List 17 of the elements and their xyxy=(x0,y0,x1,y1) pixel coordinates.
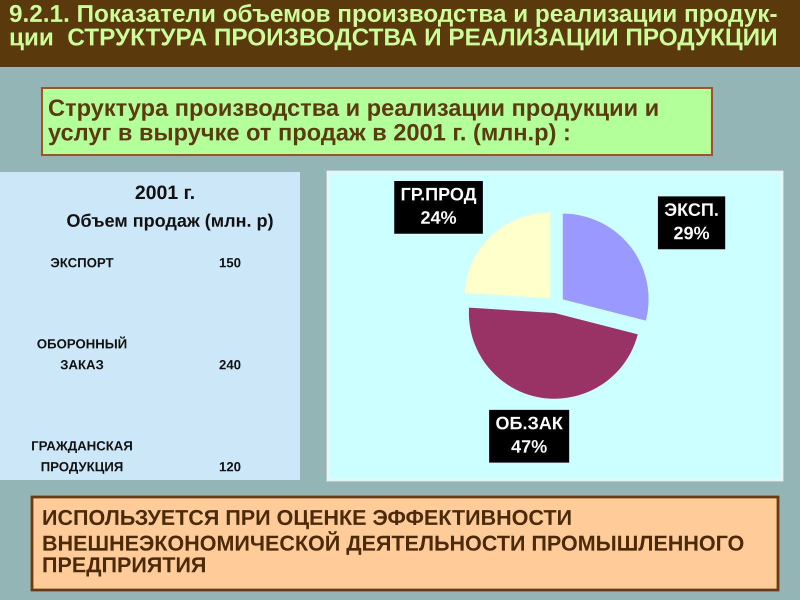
chart-subtitle: Структура производства и реализации продукции и услуг в выручке от продаж в 2001 г. (млн.р) : xyxy=(48,99,658,146)
chart-title: 9.2.1. Показатели объемов производства и реализации продук- ции СТРУКТУРА ПРОИЗВОДСТВА И РЕАЛИЗАЦИИ ПРОДУКЦИИ xyxy=(10,4,777,50)
text: 240 xyxy=(219,360,240,370)
text: 150 xyxy=(220,258,240,268)
text: 120 xyxy=(220,462,240,472)
data-label: 29% xyxy=(674,226,710,240)
text: ЭКСПОРТ xyxy=(50,258,114,268)
text: ГРАЖДАНСКАЯ ПРОДУКЦИЯ xyxy=(32,441,132,474)
text: 2001 г. xyxy=(136,185,194,200)
text: Объем продаж (млн. р) xyxy=(67,214,273,230)
slice-label: ГР.ПРОД xyxy=(402,188,476,204)
slice-label: ОБ.ЗАК xyxy=(496,416,563,430)
text: ИСПОЛЬЗУЕТСЯ ПРИ ОЦЕНКЕ ЭФФЕКТИВНОСТИ ВНЕШНЕЭКОНОМИЧЕСКОЙ ДЕЯТЕЛЬНОСТИ ПРОМЫШЛЕННОГО ПРЕДПРИЯТИЯ xyxy=(43,510,744,577)
slice-label: ЭКСП. xyxy=(664,203,718,216)
data-label: 47% xyxy=(511,440,547,453)
data-label: 24% xyxy=(421,211,456,224)
text: ОБОРОННЫЙ ЗАКАЗ xyxy=(37,336,126,370)
